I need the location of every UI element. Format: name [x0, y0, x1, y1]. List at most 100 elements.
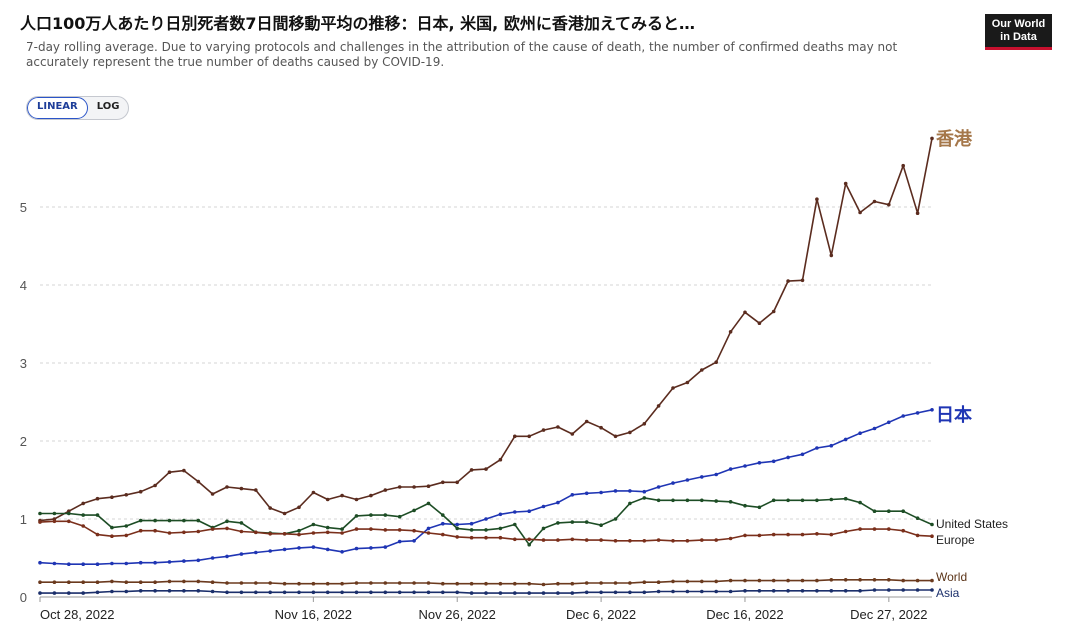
data-point: [239, 521, 244, 525]
data-point: [52, 580, 57, 584]
data-point: [268, 549, 273, 553]
data-point: [599, 581, 603, 585]
data-point: [95, 590, 100, 595]
linear-scale-button[interactable]: LINEAR: [27, 97, 88, 119]
data-point: [484, 535, 488, 540]
data-point: [383, 581, 388, 585]
data-point: [815, 498, 819, 503]
data-point: [671, 579, 675, 584]
data-point: [656, 580, 661, 584]
data-point: [412, 485, 416, 489]
data-point: [110, 534, 114, 538]
data-point: [498, 512, 503, 517]
x-tick-label: Oct 28, 2022: [40, 607, 114, 622]
data-point: [743, 464, 747, 468]
data-point: [455, 526, 460, 531]
data-point: [771, 498, 776, 503]
x-tick-label: Dec 16, 2022: [706, 607, 783, 622]
data-point: [858, 589, 862, 593]
data-point: [800, 532, 805, 537]
data-point: [887, 527, 891, 531]
data-point: [858, 527, 862, 531]
data-point: [383, 545, 388, 549]
data-point: [153, 589, 157, 593]
data-point: [915, 211, 920, 215]
data-point: [642, 496, 647, 500]
data-point: [254, 488, 258, 492]
data-point: [628, 539, 632, 543]
y-tick-label: 0: [20, 590, 27, 605]
data-point: [325, 590, 330, 595]
data-point: [541, 538, 546, 542]
data-point: [254, 590, 258, 595]
data-point: [340, 527, 344, 531]
data-point: [527, 509, 531, 513]
x-tick-label: Nov 16, 2022: [275, 607, 352, 622]
data-point: [383, 513, 388, 517]
data-point: [930, 136, 934, 141]
data-point: [426, 501, 431, 506]
log-scale-button[interactable]: LOG: [96, 101, 120, 112]
data-point: [52, 561, 57, 566]
data-point: [714, 499, 718, 503]
data-point: [52, 591, 57, 595]
data-point: [700, 498, 704, 503]
data-point: [81, 580, 85, 584]
data-point: [513, 581, 517, 586]
data-point: [843, 437, 848, 442]
logo-line-2: in Data: [1000, 31, 1037, 43]
data-point: [757, 533, 762, 538]
data-point: [239, 581, 244, 585]
data-point: [455, 590, 460, 595]
data-point: [858, 578, 862, 582]
data-point: [354, 497, 359, 502]
data-point: [872, 426, 877, 431]
data-point: [556, 591, 560, 595]
data-point: [786, 279, 790, 283]
data-point: [325, 547, 330, 552]
data-point: [426, 484, 431, 489]
data-point: [786, 589, 790, 593]
data-point: [584, 520, 589, 524]
data-point: [153, 518, 157, 523]
data-point: [297, 505, 301, 510]
data-point: [656, 498, 661, 503]
data-point: [872, 578, 877, 582]
data-point: [786, 455, 790, 460]
data-point: [685, 380, 690, 385]
data-point: [124, 524, 129, 528]
data-point: [714, 579, 718, 584]
data-point: [354, 514, 359, 518]
data-point: [915, 588, 920, 592]
data-point: [498, 457, 503, 462]
data-point: [613, 581, 618, 585]
data-point: [67, 562, 71, 566]
data-point: [901, 163, 905, 168]
data-point: [556, 581, 560, 586]
data-point: [196, 558, 201, 563]
data-point: [843, 181, 848, 186]
data-point: [541, 526, 546, 531]
data-point: [584, 581, 589, 585]
data-point: [513, 537, 517, 542]
data-point: [527, 581, 531, 586]
owid-logo[interactable]: Our World in Data: [985, 14, 1052, 50]
data-point: [628, 501, 632, 506]
data-point: [138, 580, 143, 584]
data-point: [771, 589, 776, 593]
data-point: [239, 590, 244, 595]
data-point: [541, 504, 546, 509]
data-point: [412, 581, 416, 585]
data-point: [786, 578, 790, 583]
data-point: [297, 528, 301, 533]
data-point: [556, 521, 560, 525]
data-point: [757, 578, 762, 583]
data-point: [700, 589, 704, 594]
data-point: [815, 197, 819, 201]
data-point: [469, 581, 474, 586]
data-point: [815, 578, 819, 583]
data-point: [297, 546, 301, 550]
data-point: [757, 321, 762, 326]
data-point: [182, 518, 186, 523]
